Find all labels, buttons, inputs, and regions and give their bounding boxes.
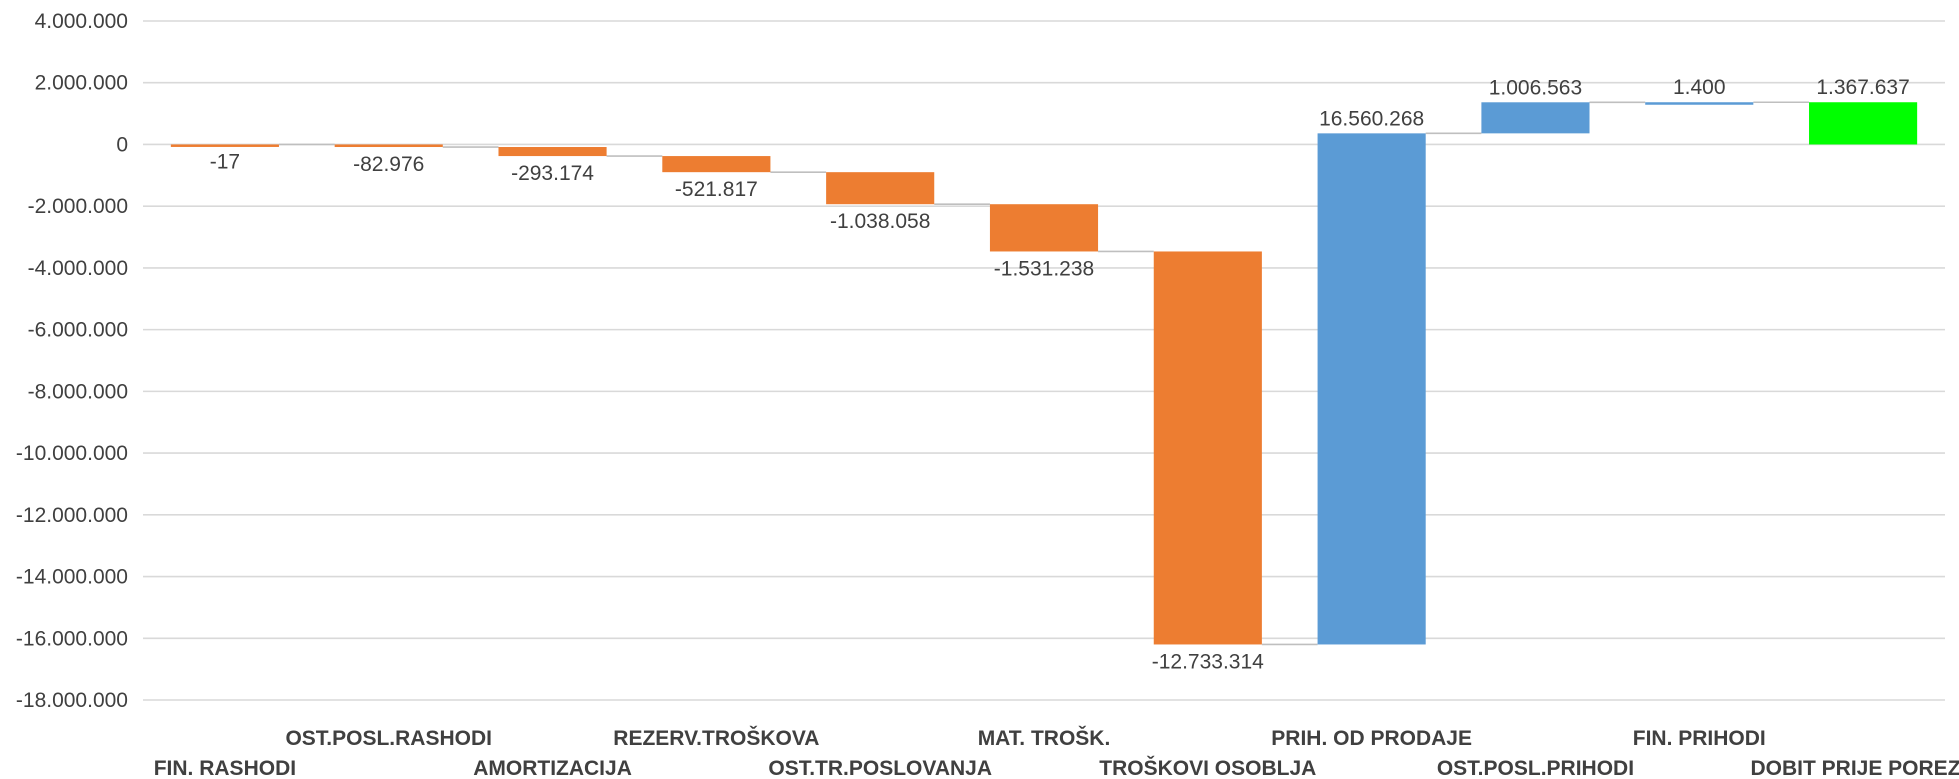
bar-9 (1481, 102, 1590, 134)
bar-11 (1809, 102, 1918, 145)
bar-3 (498, 147, 607, 157)
bar-5 (826, 172, 935, 205)
data-label: 16.560.268 (1319, 107, 1424, 130)
x-tick-label: FIN. PRIHODI (1633, 727, 1766, 750)
y-tick-label: -14.000.000 (16, 566, 128, 589)
bar-4 (662, 156, 771, 173)
y-tick-label: -8.000.000 (28, 380, 128, 403)
x-tick-label: PRIH. OD PRODAJE (1271, 727, 1472, 750)
x-tick-label: MAT. TROŠK. (978, 726, 1111, 750)
data-label: 1.367.637 (1816, 76, 1909, 99)
data-label: -521.817 (675, 178, 758, 201)
data-label: -12.733.314 (1152, 650, 1264, 673)
data-label: -1.038.058 (830, 210, 930, 233)
y-tick-label: 2.000.000 (35, 72, 128, 95)
x-tick-label: DOBIT PRIJE POREZA (1750, 757, 1959, 779)
bar-8 (1317, 133, 1426, 645)
y-tick-label: -10.000.000 (16, 442, 128, 465)
data-label: -1.531.238 (994, 257, 1094, 280)
bar-10 (1645, 102, 1754, 105)
x-tick-label: AMORTIZACIJA (473, 757, 632, 779)
data-label: -293.174 (511, 162, 594, 185)
data-label: -17 (210, 150, 240, 173)
y-tick-label: -16.000.000 (16, 627, 128, 650)
y-tick-label: -12.000.000 (16, 504, 128, 527)
x-tick-label: FIN. RASHODI (154, 757, 296, 779)
bar-2 (334, 144, 443, 148)
x-tick-label: OST.POSL.RASHODI (285, 727, 492, 750)
y-tick-label: -4.000.000 (28, 257, 128, 280)
bar-6 (989, 204, 1099, 252)
y-tick-label: -6.000.000 (28, 319, 128, 342)
bar-1 (170, 144, 279, 147)
y-tick-label: -18.000.000 (16, 689, 128, 712)
bar-7 (1153, 251, 1262, 645)
x-tick-label: REZERV.TROŠKOVA (613, 726, 819, 750)
x-tick-label: TROŠKOVI OSOBLJA (1099, 756, 1316, 779)
x-tick-label: OST.POSL.PRIHODI (1437, 757, 1634, 779)
y-tick-label: 0 (116, 133, 128, 156)
y-tick-label: -2.000.000 (28, 195, 128, 218)
data-label: -82.976 (353, 153, 424, 176)
data-label: 1.006.563 (1489, 76, 1582, 99)
y-tick-label: 4.000.000 (35, 10, 128, 33)
x-tick-label: OST.TR.POSLOVANJA (768, 757, 992, 779)
data-label: 1.400 (1673, 76, 1726, 99)
